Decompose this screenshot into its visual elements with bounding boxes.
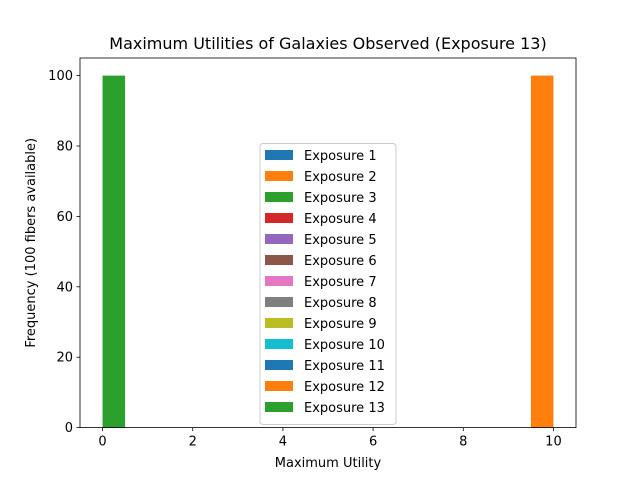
legend-label: Exposure 5 <box>304 233 377 248</box>
y-tick-label: 20 <box>56 351 73 366</box>
legend-swatch <box>265 381 293 391</box>
legend-swatch <box>265 297 293 307</box>
legend-label: Exposure 1 <box>304 149 377 164</box>
y-tick-label: 40 <box>56 280 73 295</box>
legend-swatch <box>265 255 293 265</box>
legend-swatch <box>265 402 293 412</box>
y-axis-ticks: 0 20 40 60 80 100 <box>48 69 80 436</box>
legend-label: Exposure 2 <box>304 170 377 185</box>
bars-layer <box>102 75 554 428</box>
legend-swatch <box>265 360 293 370</box>
legend-swatch <box>265 234 293 244</box>
legend-swatch <box>265 318 293 328</box>
legend-frame <box>259 143 397 425</box>
y-tick-label: 80 <box>56 140 73 155</box>
legend-label: Exposure 13 <box>304 401 385 416</box>
legend-swatch <box>265 192 293 202</box>
x-tick-label: 0 <box>98 435 106 450</box>
x-axis-ticks: 0 2 4 6 8 10 <box>98 427 562 450</box>
legend-swatch <box>265 150 293 160</box>
x-tick-label: 10 <box>545 435 562 450</box>
legend-label: Exposure 4 <box>304 212 377 227</box>
x-tick-label: 8 <box>459 435 467 450</box>
y-axis-label: Frequency (100 fibers available) <box>24 138 39 348</box>
legend-label: Exposure 10 <box>304 338 385 353</box>
legend-label: Exposure 12 <box>304 380 385 395</box>
legend-label: Exposure 9 <box>304 317 377 332</box>
legend-label: Exposure 6 <box>304 254 377 269</box>
y-tick-label: 100 <box>48 69 73 84</box>
legend-label: Exposure 11 <box>304 359 385 374</box>
x-tick-label: 6 <box>369 435 377 450</box>
x-tick-label: 4 <box>279 435 287 450</box>
y-tick-label: 0 <box>65 421 73 436</box>
x-axis-label: Maximum Utility <box>275 456 382 471</box>
legend-label: Exposure 8 <box>304 296 377 311</box>
chart-title: Maximum Utilities of Galaxies Observed (… <box>109 34 546 53</box>
bar-exposure-2-0 <box>530 75 554 428</box>
bar-exposure-13-0 <box>102 75 126 428</box>
plot-border <box>79 57 577 429</box>
legend-swatch <box>265 339 293 349</box>
legend-swatch <box>265 213 293 223</box>
x-tick-label: 2 <box>189 435 197 450</box>
legend-swatch <box>265 171 293 181</box>
legend: Exposure 1 Exposure 2 Exposure 3 Exposure 4… <box>259 143 397 425</box>
y-tick-label: 60 <box>56 210 73 225</box>
legend-label: Exposure 7 <box>304 275 377 290</box>
legend-swatch <box>265 276 293 286</box>
legend-label: Exposure 3 <box>304 191 377 206</box>
